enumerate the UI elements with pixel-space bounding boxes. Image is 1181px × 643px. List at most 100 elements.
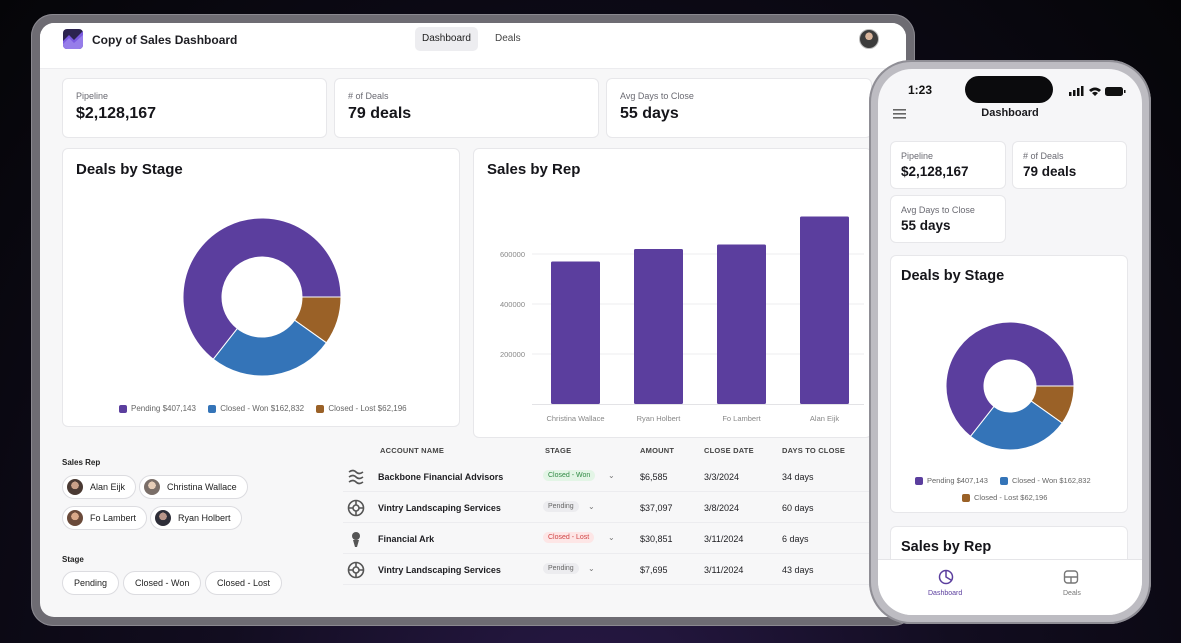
- rep-filter-chip[interactable]: Fo Lambert: [62, 506, 148, 530]
- stage-badge[interactable]: Closed - Won: [543, 470, 596, 481]
- bar-alan-eijk[interactable]: [800, 216, 849, 405]
- legend-item-won: Closed - Won $162,832: [999, 476, 1091, 485]
- kpi-label: Avg Days to Close: [901, 205, 975, 215]
- column-header-account[interactable]: ACCOUNT NAME: [380, 446, 445, 455]
- stage-badge[interactable]: Closed - Lost: [543, 532, 595, 543]
- legend-item-lost: Closed - Lost $62,196: [962, 493, 1047, 502]
- kpi-label: Pipeline: [76, 91, 109, 101]
- wave-logo-icon: [347, 468, 365, 486]
- deals-tab-icon[interactable]: [1063, 569, 1079, 585]
- phone-deals-donut: [945, 321, 1075, 451]
- days-to-close-cell: 6 days: [782, 534, 809, 544]
- battery-icon: [1105, 87, 1123, 96]
- dashboard-tab-icon[interactable]: [938, 569, 954, 585]
- account-name: Financial Ark: [378, 534, 435, 544]
- stage-badge[interactable]: Pending: [543, 501, 579, 512]
- column-header-amount[interactable]: AMOUNT: [640, 446, 675, 455]
- dynamic-island: [965, 76, 1053, 103]
- legend-item-lost: Closed - Lost $62,196: [316, 404, 407, 413]
- tab-label-dashboard[interactable]: Dashboard: [928, 590, 963, 597]
- rep-avatar: [155, 510, 171, 526]
- bar-christina-wallace[interactable]: [551, 261, 600, 405]
- rep-filter-chip[interactable]: Alan Eijk: [62, 475, 137, 499]
- legend-swatch: [915, 476, 923, 485]
- rep-filter-chip[interactable]: Ryan Holbert: [150, 506, 242, 530]
- kpi-label: Pipeline: [901, 151, 934, 161]
- stage-filter-chip[interactable]: Closed - Won: [123, 571, 202, 595]
- account-name: Vintry Landscaping Services: [378, 503, 501, 513]
- ark-logo-icon: [347, 530, 365, 548]
- rep-avatar: [67, 479, 83, 495]
- legend-label: Closed - Lost $62,196: [328, 404, 407, 413]
- kpi-value: $2,128,167: [76, 105, 157, 122]
- amount-cell: $37,097: [640, 503, 673, 513]
- x-tick-label: Fo Lambert: [722, 414, 761, 423]
- phone-tab-bar: Dashboard Deals: [878, 559, 1142, 615]
- user-avatar[interactable]: [859, 29, 879, 49]
- chart-title: Deals by Stage: [76, 161, 183, 178]
- signal-bar: [1081, 86, 1084, 96]
- tab-label-deals[interactable]: Deals: [1063, 590, 1081, 597]
- legend-swatch: [119, 404, 127, 413]
- chevron-down-icon[interactable]: ⌄: [588, 502, 595, 511]
- tab-dashboard[interactable]: Dashboard: [415, 27, 478, 51]
- desktop-frame: Copy of Sales Dashboard Dashboard Deals …: [31, 14, 915, 626]
- phone-deals-by-stage-card: Deals by Stage Pending $407,143 Closed -…: [890, 255, 1128, 513]
- stage-filter-chip[interactable]: Closed - Lost: [205, 571, 283, 595]
- table-row[interactable]: Vintry Landscaping Services Pending ⌄ $37,0…: [343, 492, 878, 523]
- chart-title: Deals by Stage: [901, 268, 1005, 284]
- hamburger-menu-icon[interactable]: [893, 109, 907, 119]
- legend-item-won: Closed - Won $162,832: [208, 404, 304, 413]
- donut-slice-pending[interactable]: [945, 321, 1075, 438]
- days-to-close-cell: 60 days: [782, 503, 814, 513]
- chevron-down-icon[interactable]: ⌄: [608, 471, 615, 480]
- table-row[interactable]: Financial Ark Closed - Lost ⌄ $30,851 3/11/2…: [343, 523, 878, 554]
- chip-label: Alan Eijk: [90, 482, 126, 492]
- wifi-icon: [1089, 87, 1101, 96]
- donut-slice-pending[interactable]: [182, 217, 342, 360]
- legend-item-pending: Pending $407,143: [119, 404, 196, 413]
- kpi-label: # of Deals: [348, 91, 389, 101]
- kpi-value: 55 days: [620, 105, 679, 122]
- close-date-cell: 3/8/2024: [704, 503, 740, 513]
- tab-deals[interactable]: Deals: [495, 33, 521, 44]
- table-row[interactable]: Vintry Landscaping Services Pending ⌄ $7,69…: [343, 554, 878, 585]
- donut-slice-closed-won[interactable]: [212, 319, 328, 377]
- legend-label: Closed - Won $162,832: [1011, 476, 1091, 485]
- status-time: 1:23: [908, 83, 933, 97]
- chevron-down-icon[interactable]: ⌄: [588, 564, 595, 573]
- ring-logo-icon: [347, 499, 365, 517]
- legend-label: Closed - Won $162,832: [220, 404, 305, 413]
- days-to-close-cell: 43 days: [782, 565, 814, 575]
- kpi-value: 55 days: [901, 218, 951, 233]
- ring-logo-icon: [347, 561, 365, 579]
- donut-slice-closed-won[interactable]: [969, 400, 1063, 451]
- y-tick-label: 200000: [500, 350, 525, 359]
- phone-frame: 1:23 Dashboard Pipeline $2,128,167 # of …: [869, 60, 1151, 624]
- column-header-close-date[interactable]: CLOSE DATE: [704, 446, 754, 455]
- column-header-days[interactable]: DAYS TO CLOSE: [782, 446, 846, 455]
- stage-filter-chip[interactable]: Pending: [62, 571, 120, 595]
- bar-fo-lambert[interactable]: [717, 244, 766, 405]
- y-tick-label: 600000: [500, 250, 525, 259]
- stage-badge[interactable]: Pending: [543, 563, 579, 574]
- chart-title: Sales by Rep: [487, 161, 581, 178]
- deals-by-stage-card: Deals by Stage Pending $407,143 Closed -…: [62, 148, 460, 427]
- x-tick-label: Ryan Holbert: [637, 414, 682, 423]
- stage-filter-label: Stage: [62, 555, 84, 564]
- phone-page-title: Dashboard: [981, 107, 1039, 119]
- kpi-label: # of Deals: [1023, 151, 1064, 161]
- account-name: Backbone Financial Advisors: [378, 472, 504, 482]
- close-date-cell: 3/11/2024: [704, 534, 744, 544]
- column-header-stage[interactable]: STAGE: [545, 446, 572, 455]
- legend-swatch: [999, 476, 1008, 485]
- legend-label: Pending $407,143: [131, 404, 196, 413]
- sales-by-rep-bar-chart: 200000 400000 600000 Christina Wallace Ryan …: [500, 216, 864, 423]
- chevron-down-icon[interactable]: ⌄: [608, 533, 615, 542]
- bar-ryan-holbert[interactable]: [634, 249, 683, 404]
- rep-avatar: [67, 510, 83, 526]
- days-to-close-cell: 34 days: [782, 472, 814, 482]
- top-navigation-bar: Copy of Sales Dashboard Dashboard Deals: [40, 23, 906, 69]
- table-row[interactable]: Backbone Financial Advisors Closed - Won ⌄…: [343, 461, 878, 492]
- rep-filter-chip[interactable]: Christina Wallace: [139, 475, 248, 499]
